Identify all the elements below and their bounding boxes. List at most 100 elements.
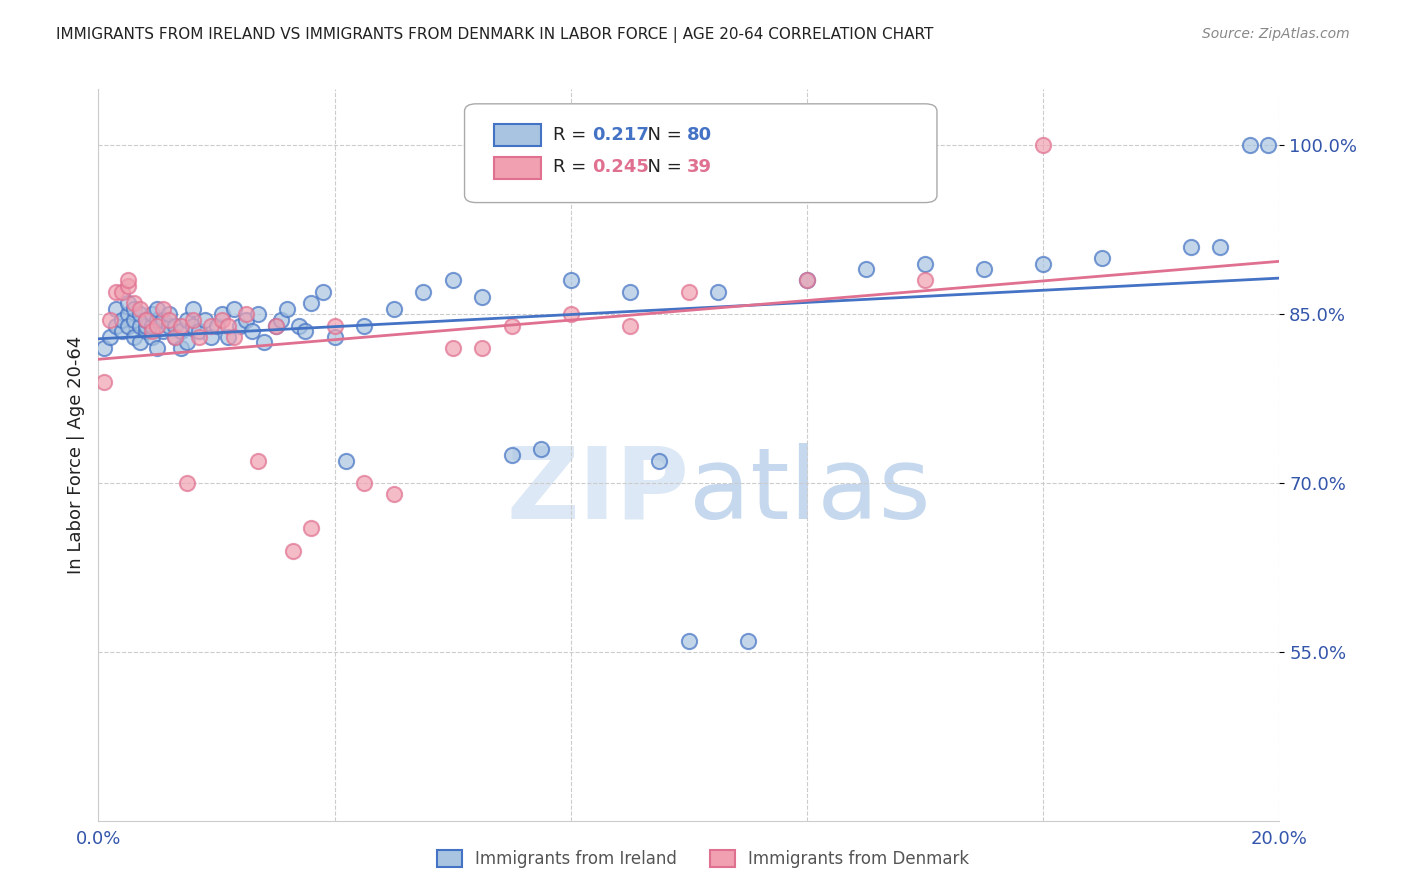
Point [128, 318, 150, 333]
Point [294, 324, 316, 338]
Point [914, 273, 936, 287]
Point [176, 313, 198, 327]
Point [264, 318, 287, 333]
Point [1032, 257, 1054, 271]
Point [382, 487, 405, 501]
Text: Source: ZipAtlas.com: Source: ZipAtlas.com [1202, 27, 1350, 41]
FancyBboxPatch shape [464, 103, 936, 202]
Point [170, 324, 193, 338]
Point [152, 313, 174, 327]
Point [146, 341, 169, 355]
Point [796, 273, 818, 287]
Point [471, 290, 494, 304]
Point [211, 313, 233, 327]
Point [253, 335, 276, 350]
Point [170, 341, 193, 355]
Point [194, 313, 217, 327]
Y-axis label: In Labor Force | Age 20-64: In Labor Force | Age 20-64 [66, 335, 84, 574]
Text: N =: N = [636, 159, 688, 177]
Point [412, 285, 434, 299]
Point [246, 453, 269, 467]
Point [128, 335, 150, 350]
Point [157, 307, 180, 321]
Point [187, 324, 209, 338]
Point [299, 521, 322, 535]
Point [678, 633, 700, 648]
Point [165, 318, 187, 333]
Point [141, 324, 163, 338]
Point [914, 257, 936, 271]
FancyBboxPatch shape [494, 124, 541, 146]
Point [471, 341, 494, 355]
Point [93, 375, 115, 389]
Point [135, 313, 157, 327]
Point [276, 301, 298, 316]
Point [224, 330, 246, 344]
Point [501, 318, 523, 333]
Point [229, 318, 252, 333]
Point [176, 476, 198, 491]
Point [246, 307, 269, 321]
Point [135, 318, 157, 333]
Point [135, 313, 157, 327]
Point [678, 285, 700, 299]
Point [176, 335, 198, 350]
Point [93, 341, 115, 355]
Point [264, 318, 287, 333]
Text: 0.217: 0.217 [592, 126, 650, 144]
FancyBboxPatch shape [494, 157, 541, 179]
Point [737, 633, 759, 648]
Point [200, 330, 222, 344]
Point [240, 324, 263, 338]
Point [111, 324, 134, 338]
Point [122, 296, 145, 310]
Point [98, 330, 121, 344]
Point [141, 307, 163, 321]
Point [353, 476, 375, 491]
Point [796, 273, 818, 287]
Text: 39: 39 [686, 159, 711, 177]
Point [441, 341, 464, 355]
Point [128, 307, 150, 321]
Point [111, 313, 134, 327]
Text: ZIP: ZIP [506, 443, 689, 540]
Point [973, 262, 995, 277]
Point [117, 273, 139, 287]
Point [235, 307, 257, 321]
Point [111, 285, 134, 299]
Point [235, 313, 257, 327]
Point [152, 324, 174, 338]
Point [117, 279, 139, 293]
Point [1239, 138, 1261, 153]
Point [105, 301, 128, 316]
Point [217, 330, 239, 344]
Point [200, 318, 222, 333]
Point [530, 442, 553, 457]
Text: R =: R = [553, 159, 598, 177]
Point [1180, 240, 1202, 254]
Point [441, 273, 464, 287]
Point [323, 330, 346, 344]
Point [619, 318, 641, 333]
Point [560, 273, 582, 287]
Point [146, 301, 169, 316]
Point [353, 318, 375, 333]
Point [170, 318, 193, 333]
Point [501, 448, 523, 462]
Point [122, 313, 145, 327]
Point [181, 301, 204, 316]
Point [122, 301, 145, 316]
Point [98, 313, 121, 327]
Point [205, 318, 228, 333]
Point [105, 318, 128, 333]
Point [707, 285, 730, 299]
Point [146, 318, 169, 333]
Point [619, 285, 641, 299]
Point [135, 324, 157, 338]
Point [335, 453, 357, 467]
Point [1091, 251, 1114, 265]
Point [157, 313, 180, 327]
Text: N =: N = [636, 126, 688, 144]
Point [1032, 138, 1054, 153]
Point [181, 313, 204, 327]
